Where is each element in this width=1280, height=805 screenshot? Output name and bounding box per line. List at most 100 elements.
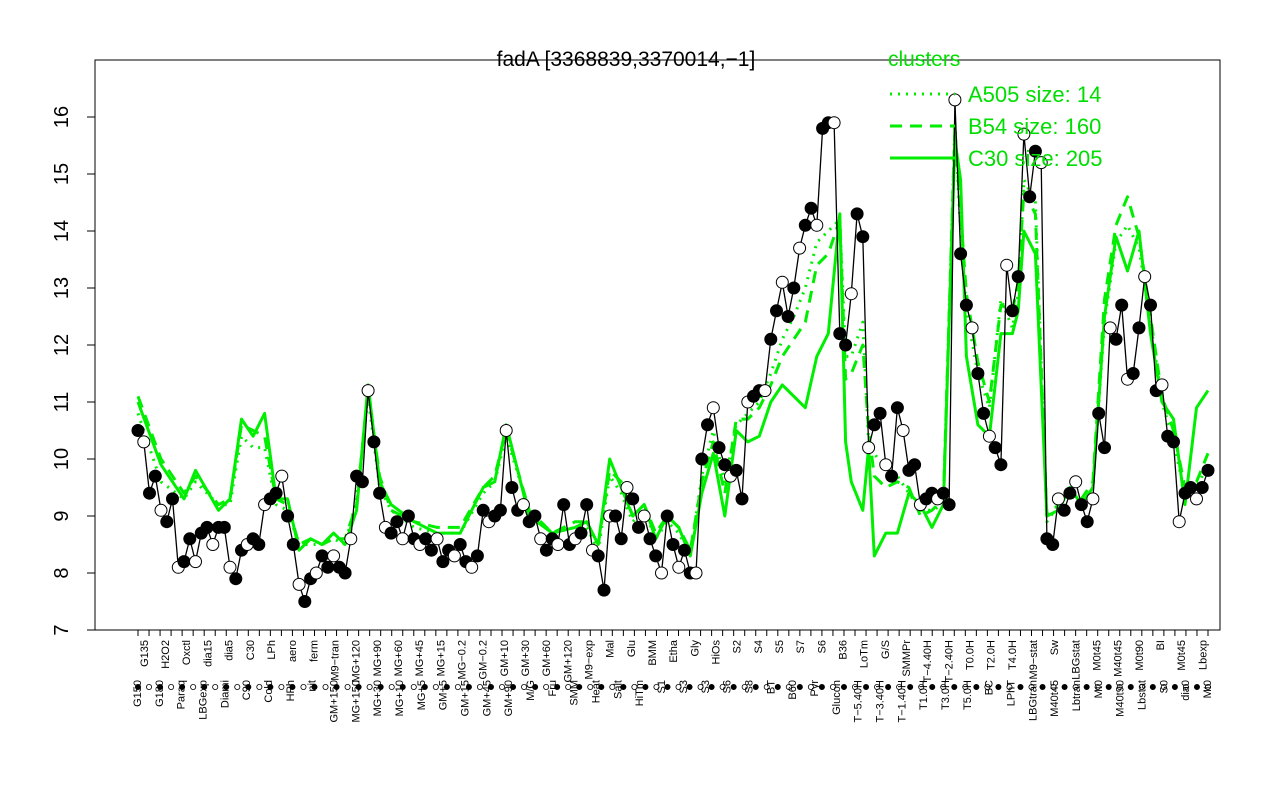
data-point — [574, 526, 588, 540]
x-marker — [300, 684, 307, 691]
data-point — [764, 332, 778, 346]
x-marker — [686, 684, 693, 691]
x-tick-label: MG−0.2 — [456, 640, 468, 679]
data-point — [177, 555, 191, 569]
x-marker — [554, 684, 561, 691]
data-point — [936, 486, 950, 500]
x-marker — [763, 684, 770, 691]
data-point — [252, 538, 266, 551]
x-marker — [410, 684, 417, 691]
x-marker — [366, 684, 373, 691]
series-line — [137, 99, 1209, 604]
x-tick-label: aero — [287, 640, 299, 662]
x-marker — [1193, 684, 1200, 691]
y-tick-label: 7 — [51, 624, 73, 635]
x-tick-label: dia5 — [224, 640, 236, 661]
data-point — [1051, 492, 1065, 506]
x-tick-label: MG+90 — [372, 640, 384, 676]
x-marker — [223, 684, 230, 691]
legend-label: A505 size: 14 — [968, 82, 1101, 107]
x-tick-label: Mt0 — [1093, 680, 1105, 698]
x-tick-label: T3.0H — [940, 680, 952, 710]
data-point — [470, 549, 484, 563]
x-marker — [234, 684, 241, 691]
x-tick-label: GM+60 — [541, 640, 553, 676]
data-point — [879, 458, 893, 472]
y-tick-label: 10 — [51, 448, 73, 470]
x-marker — [863, 684, 870, 691]
data-point — [959, 298, 973, 312]
data-point — [689, 566, 703, 580]
x-marker — [311, 684, 318, 691]
data-point — [154, 503, 168, 517]
x-tick-label: G180 — [154, 680, 166, 707]
x-tick-label: T−3.40H — [874, 680, 886, 723]
data-point — [275, 469, 289, 483]
data-point — [183, 532, 197, 546]
data-point — [609, 509, 622, 523]
x-tick-label: S6 — [816, 640, 828, 653]
x-tick-label: S6 — [722, 680, 734, 693]
data-point — [269, 486, 283, 500]
x-tick-label: T0.0H — [965, 640, 977, 670]
data-point — [885, 469, 899, 483]
x-tick-label: LBGexp — [198, 680, 210, 720]
data-point — [844, 287, 858, 301]
x-tick-label: M40t90 — [1115, 680, 1127, 717]
x-tick-label: T−2.40H — [943, 640, 955, 683]
data-point — [131, 424, 145, 437]
data-point — [436, 555, 450, 569]
x-marker — [807, 684, 814, 691]
data-point — [758, 384, 772, 398]
x-marker — [697, 684, 704, 691]
data-point — [712, 441, 726, 455]
x-marker — [256, 684, 263, 691]
x-tick-label: T5.0H — [962, 680, 974, 710]
data-point — [890, 401, 904, 415]
data-point — [948, 93, 962, 107]
x-tick-label: Gly — [689, 640, 701, 657]
data-point — [775, 275, 789, 289]
data-point — [1023, 190, 1037, 204]
x-marker — [829, 684, 836, 691]
data-point — [1138, 270, 1152, 284]
x-marker — [918, 684, 925, 691]
x-marker — [179, 684, 186, 691]
data-point — [292, 577, 306, 591]
x-tick-label: dia15 — [202, 640, 214, 667]
x-marker — [267, 684, 274, 691]
x-marker — [521, 684, 528, 691]
x-tick-label: GM+30 — [520, 640, 532, 676]
x-tick-label: M9−tran — [329, 640, 341, 681]
data-point — [660, 509, 674, 523]
x-tick-label: S2 — [732, 640, 744, 653]
x-marker — [1171, 684, 1178, 691]
data-point — [286, 538, 300, 551]
data-point — [735, 492, 749, 506]
data-point — [401, 509, 415, 523]
x-marker — [322, 684, 329, 691]
x-marker — [1028, 684, 1035, 691]
data-point — [206, 538, 220, 551]
x-marker — [852, 684, 859, 691]
x-tick-label: C30 — [245, 640, 257, 660]
x-tick-label: G/S — [880, 640, 892, 659]
x-tick-label: G135 — [139, 640, 151, 667]
x-marker — [951, 684, 958, 691]
data-point — [793, 241, 807, 255]
x-tick-label: SMMPr — [901, 640, 913, 677]
x-tick-label: GM+120 — [562, 640, 574, 683]
data-point — [453, 538, 467, 551]
data-point — [1028, 144, 1042, 158]
x-tick-label: T−1.40H — [896, 680, 908, 723]
data-point — [298, 595, 312, 608]
x-marker — [609, 684, 616, 691]
x-tick-label: S1 — [656, 680, 668, 693]
x-marker — [510, 684, 517, 691]
x-marker — [576, 684, 583, 691]
data-point — [1092, 406, 1106, 420]
data-point — [390, 515, 404, 529]
data-point — [1098, 441, 1111, 455]
data-point — [833, 327, 847, 341]
